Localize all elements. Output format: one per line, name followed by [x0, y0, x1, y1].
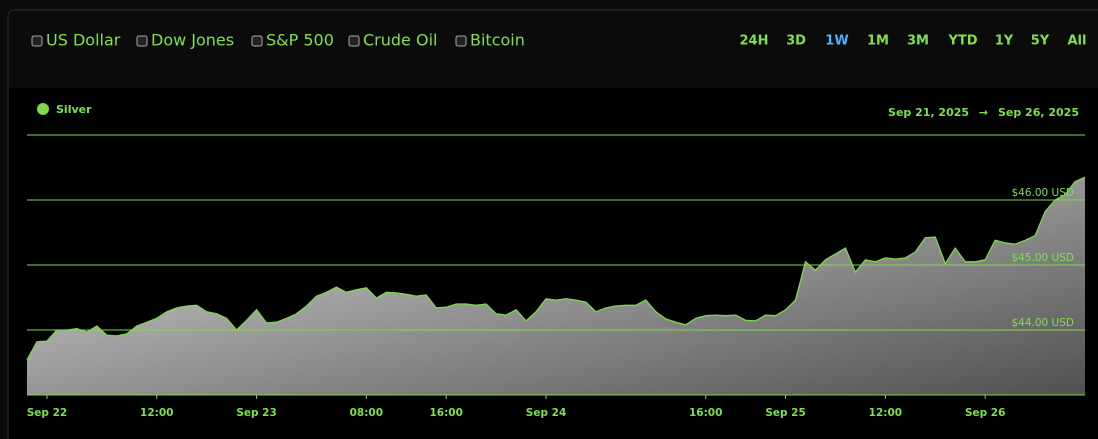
checkbox[interactable]	[31, 35, 43, 47]
date-from: Sep 21, 2025	[888, 106, 969, 119]
range-button[interactable]: 24H	[740, 34, 769, 49]
date-arrow: →	[979, 106, 988, 119]
x-tick-label: Sep 23	[236, 407, 276, 419]
checkbox[interactable]	[251, 35, 263, 47]
x-tick-label: 16:00	[429, 407, 462, 419]
series-toggle[interactable]: Bitcoin	[470, 31, 525, 50]
y-tick-label: $45.00 USD	[1011, 252, 1074, 264]
range-button[interactable]: 1Y	[995, 34, 1014, 49]
x-tick-label: Sep 24	[526, 407, 566, 419]
date-to: Sep 26, 2025	[998, 106, 1079, 119]
range-button[interactable]: 3M	[907, 34, 929, 49]
range-button[interactable]: YTD	[947, 34, 977, 49]
series-toggle[interactable]: Crude Oil	[363, 31, 437, 50]
x-tick-label: 12:00	[869, 407, 902, 419]
range-button[interactable]: 3D	[786, 34, 806, 49]
checkbox[interactable]	[455, 35, 467, 47]
range-button[interactable]: 1W	[825, 34, 848, 49]
x-tick-label: Sep 22	[27, 407, 67, 419]
price-line	[26, 176, 1086, 361]
legend-label[interactable]: Silver	[56, 103, 92, 116]
y-tick-label: $46.00 USD	[1011, 187, 1074, 199]
x-tick-label: Sep 25	[765, 407, 805, 419]
series-toggle[interactable]: Dow Jones	[151, 31, 234, 50]
series-toggle[interactable]: S&P 500	[266, 31, 334, 50]
range-button[interactable]: All	[1068, 34, 1087, 49]
legend-swatch	[37, 103, 49, 115]
range-button[interactable]: 5Y	[1031, 34, 1050, 49]
range-button[interactable]: 1M	[867, 34, 889, 49]
area-fill	[27, 177, 1085, 395]
x-tick-label: 16:00	[689, 407, 722, 419]
series-toggle[interactable]: US Dollar	[46, 31, 121, 50]
y-tick-label: $44.00 USD	[1011, 317, 1074, 329]
x-tick-label: 08:00	[350, 407, 383, 419]
date-range: Sep 21, 2025 → Sep 26, 2025	[888, 106, 1079, 119]
checkbox[interactable]	[136, 35, 148, 47]
x-tick-label: 12:00	[140, 407, 173, 419]
checkbox[interactable]	[348, 35, 360, 47]
x-tick-label: Sep 26	[965, 407, 1005, 419]
